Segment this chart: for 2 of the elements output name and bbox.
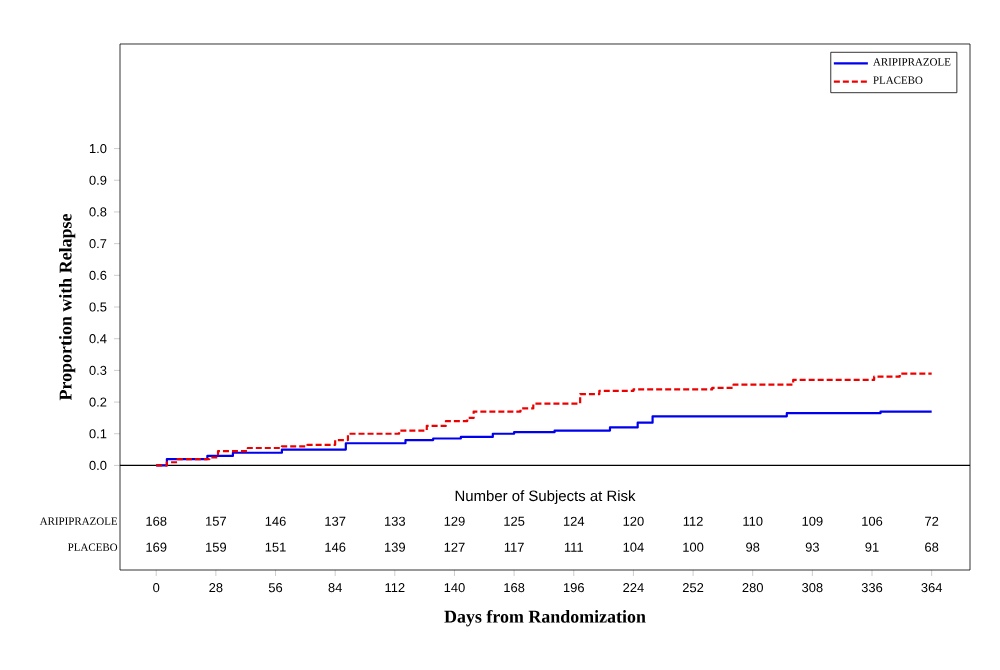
y-axis-title: Proportion with Relapse <box>59 213 76 401</box>
x-axis-title: Days from Randomization <box>444 609 646 627</box>
